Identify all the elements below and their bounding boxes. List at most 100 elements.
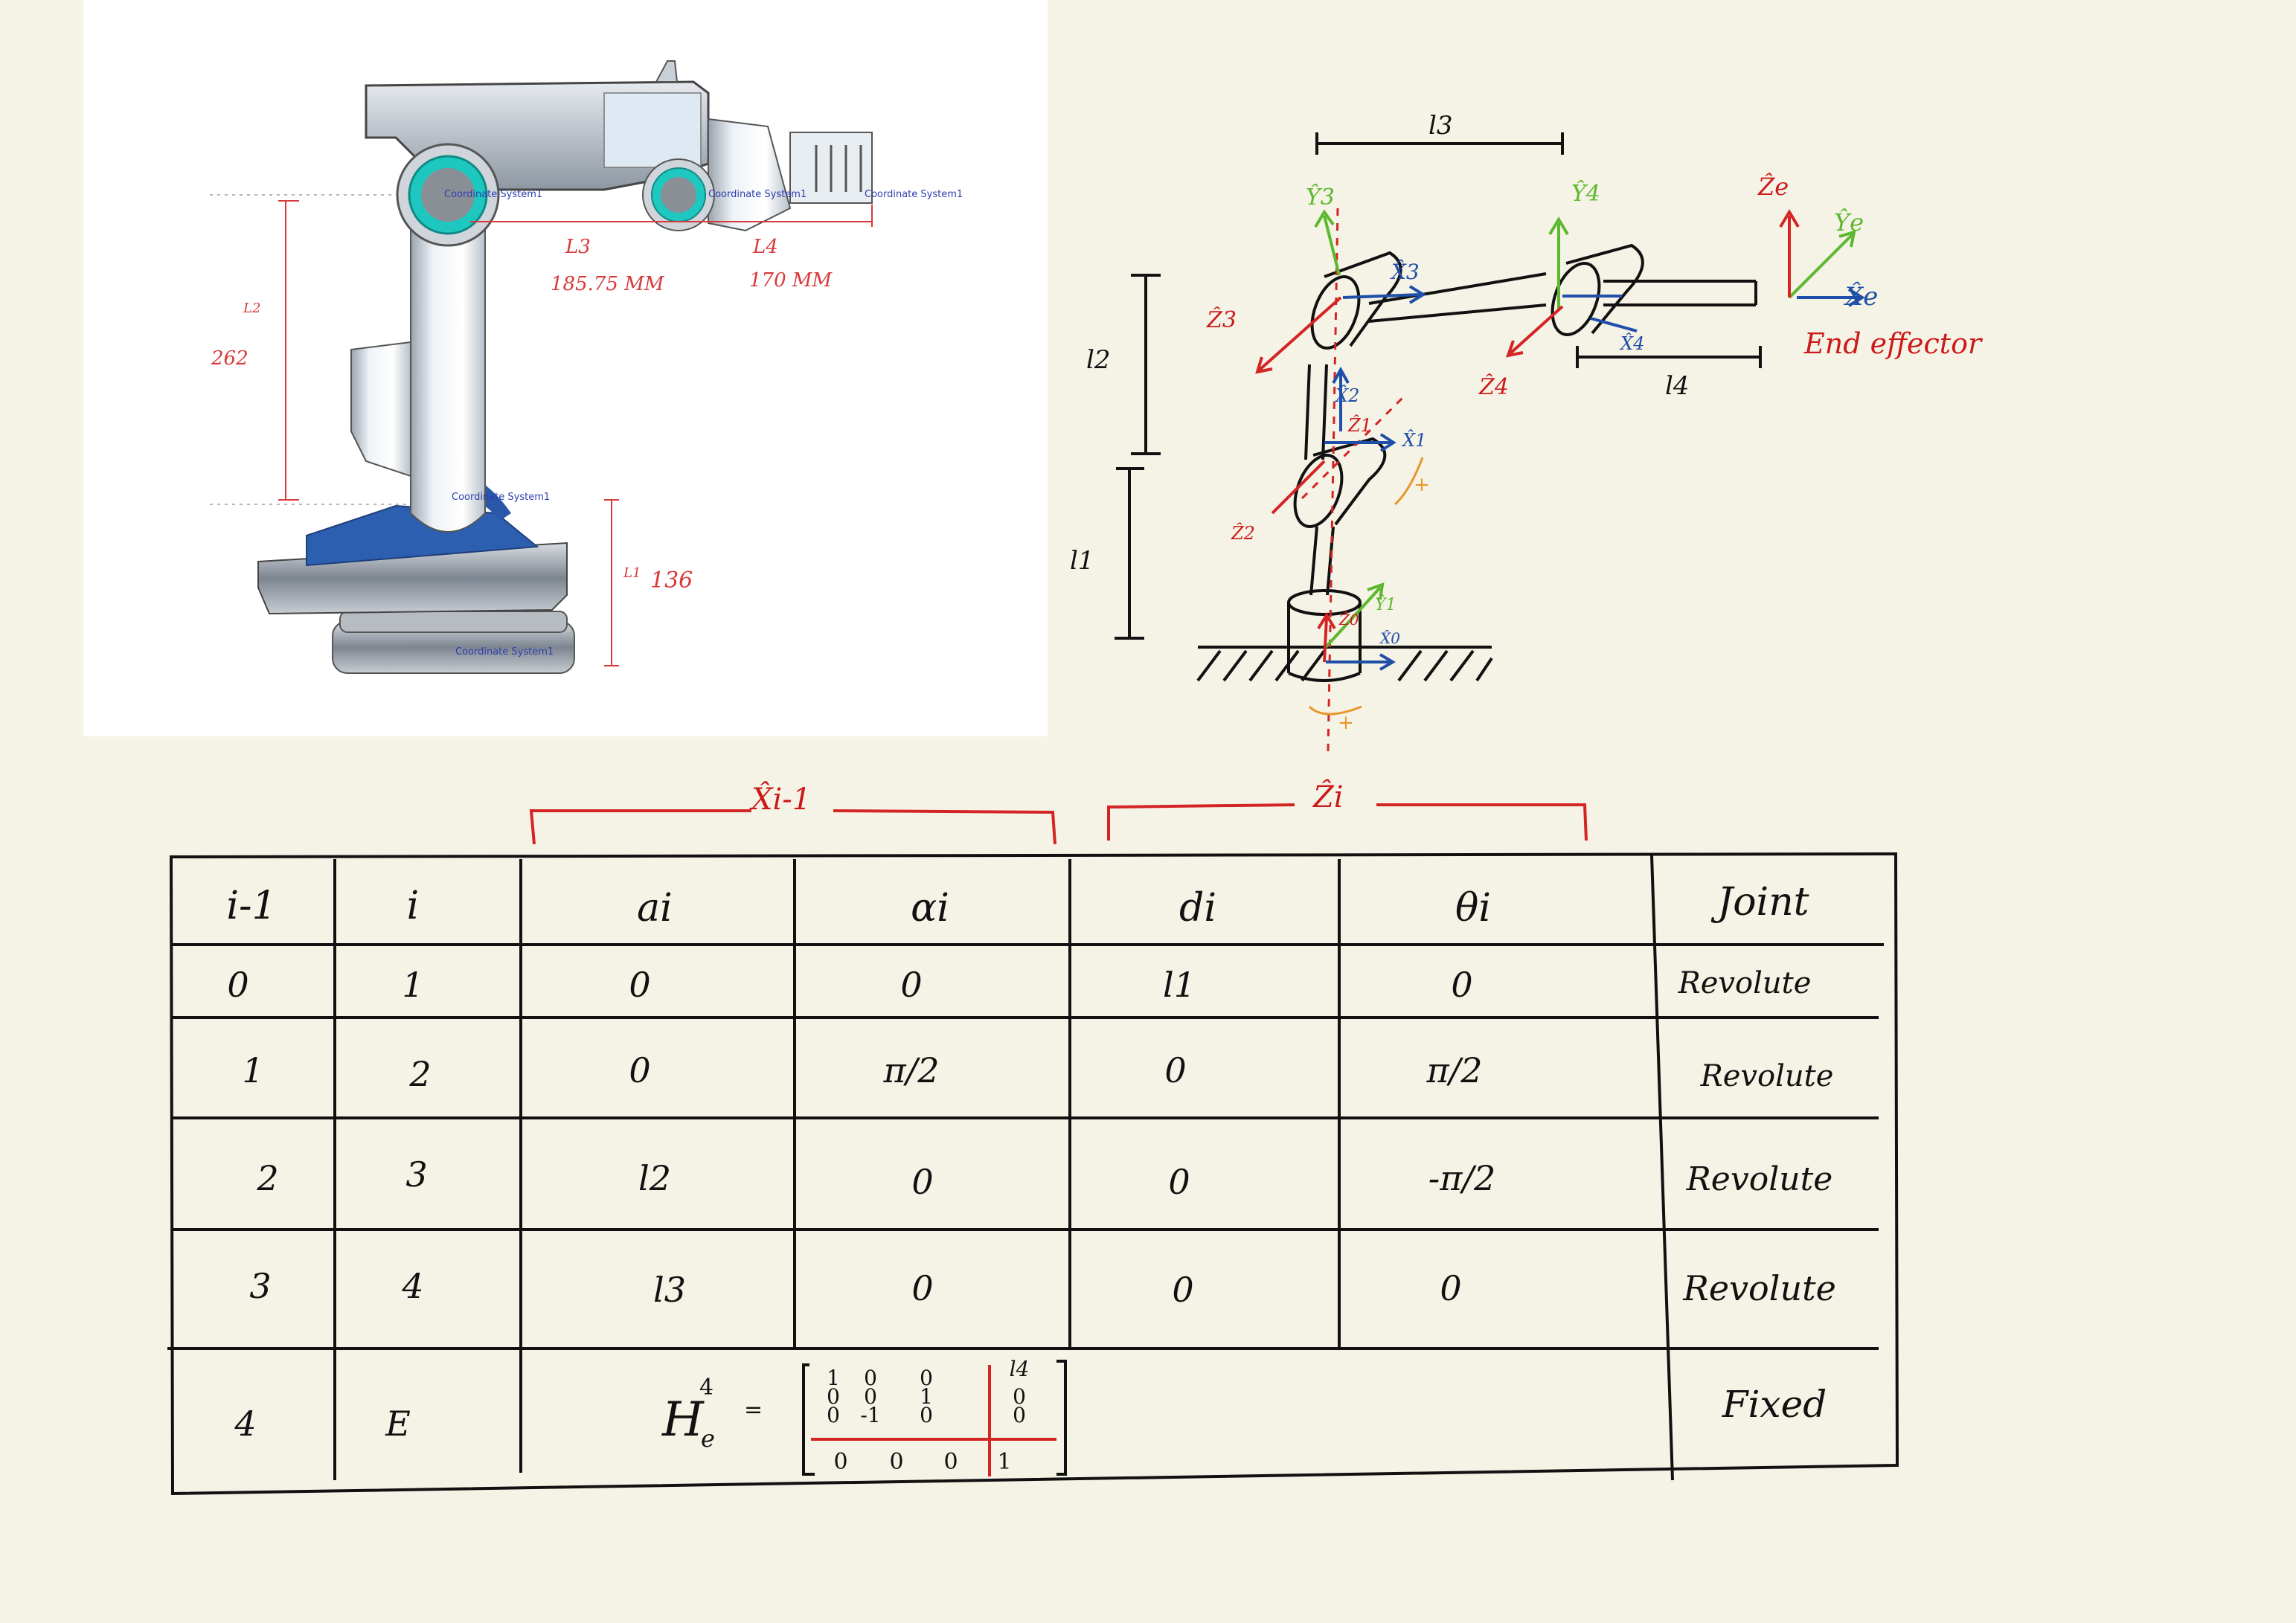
svg-text:0: 0 (911, 1162, 933, 1202)
cad-wrist-gripper (708, 118, 873, 232)
cad-coord-labels: Coordinate System1 Coordinate System1 Co… (444, 189, 963, 658)
joint-3 (1310, 251, 1402, 350)
svg-text:Revolute: Revolute (1682, 1268, 1836, 1308)
svg-text:0: 0 (1168, 1162, 1190, 1202)
frame-arrows (1255, 209, 1865, 716)
svg-text:H: H (661, 1392, 705, 1447)
header-a: ai (637, 886, 673, 931)
svg-text:0: 0 (1172, 1270, 1193, 1310)
svg-text:0: 0 (1164, 1050, 1186, 1090)
svg-text:2: 2 (408, 1054, 431, 1094)
svg-text:0: 0 (629, 965, 650, 1005)
svg-text:0: 0 (827, 1384, 840, 1409)
svg-text:-π/2: -π/2 (1428, 1158, 1496, 1198)
svg-text:Fixed: Fixed (1722, 1383, 1827, 1426)
svg-text:4: 4 (401, 1266, 423, 1306)
svg-text:0: 0 (833, 1449, 847, 1475)
coord-label-base: Coordinate System1 (452, 492, 550, 503)
frame-x4: X̂4 (1619, 333, 1644, 354)
svg-text:0: 0 (629, 1050, 650, 1090)
svg-text:0: 0 (1013, 1384, 1026, 1409)
svg-text:0: 0 (900, 965, 922, 1005)
svg-text:0: 0 (920, 1366, 933, 1390)
svg-text:l1: l1 (1163, 965, 1196, 1005)
header-alpha: αi (911, 886, 949, 931)
svg-text:0: 0 (1013, 1403, 1026, 1427)
matrix-rotation-entries: 1 0 0 0 0 1 0 -1 0 (827, 1366, 933, 1427)
cad-dimensions (278, 200, 873, 666)
svg-text:Revolute: Revolute (1686, 1160, 1833, 1198)
frame-y4: Ŷ4 (1571, 180, 1600, 207)
label-l4: l4 (1665, 371, 1690, 401)
joint-axis-dashed (1327, 208, 1339, 752)
table-row-last: 4 E Fixed (234, 1383, 1827, 1444)
frame-y1: Ŷ1 (1375, 594, 1396, 614)
svg-text:4: 4 (699, 1375, 714, 1401)
coord-label-elbow: Coordinate System1 (708, 189, 807, 200)
dim-l1-value: 136 (650, 568, 693, 594)
svg-text:0: 0 (1440, 1268, 1461, 1308)
dim-l2-label: L2 (243, 301, 260, 316)
svg-text:3: 3 (405, 1154, 427, 1195)
links (1304, 272, 1757, 596)
svg-text:E: E (385, 1404, 411, 1444)
svg-text:4: 4 (234, 1404, 256, 1444)
svg-text:l2: l2 (638, 1158, 671, 1198)
end-effector-label: End effector (1803, 327, 1984, 360)
svg-text:-1: -1 (860, 1403, 880, 1427)
cad-joint-elbow (642, 158, 715, 231)
svg-text:0: 0 (889, 1449, 903, 1475)
table-rows: 0 1 0 0 l1 0 Revolute 1 2 0 π/2 0 π/2 Re… (227, 965, 1835, 1444)
bracket-z-label: Ẑi (1312, 780, 1344, 814)
svg-text:2: 2 (256, 1158, 278, 1198)
svg-text:3: 3 (249, 1266, 271, 1306)
ground-hatch (1196, 646, 1493, 682)
svg-text:Revolute: Revolute (1678, 966, 1812, 1000)
dim-l4-value: 170 MM (749, 269, 833, 292)
coord-label-ground: Coordinate System1 (455, 646, 554, 658)
svg-text:0: 0 (864, 1384, 877, 1409)
joint-2 (1293, 437, 1387, 528)
cad-dimension-text: L3 185.75 MM L4 170 MM L2 262 L1 136 (211, 236, 833, 594)
frame-z2: Ẑ2 (1231, 522, 1255, 544)
cad-lower-arm (350, 193, 486, 533)
frame-z3: Ẑ3 (1206, 306, 1237, 333)
dim-l1-label: L1 (623, 565, 641, 581)
svg-text:1: 1 (827, 1366, 840, 1390)
svg-text:0: 0 (227, 965, 248, 1005)
frame-x1: X̂1 (1401, 430, 1426, 451)
header-i: i (407, 884, 420, 928)
header-joint: Joint (1710, 880, 1809, 925)
frame-x0: X̂0 (1379, 629, 1400, 647)
joint-4 (1551, 243, 1644, 336)
svg-text:1: 1 (402, 965, 423, 1005)
bracket-x-label: X̂i-1 (749, 782, 811, 817)
dh-parameter-table: i-1 i ai αi di θi Joint 0 1 0 0 l1 0 Rev… (167, 852, 1899, 1496)
cad-render-panel: Coordinate System1 Coordinate System1 Co… (83, 0, 1048, 736)
svg-text:Revolute: Revolute (1700, 1059, 1834, 1093)
transformation-matrix: H 4 e = 1 0 0 0 0 1 0 -1 0 l4 0 0 0 0 0 (661, 1357, 1067, 1476)
table-grid (167, 852, 1899, 1496)
frame-z0: Ẑ0 (1338, 611, 1359, 629)
cad-joint-shoulder (396, 143, 500, 247)
frame-x3: X̂3 (1390, 260, 1420, 284)
table-row: 3 4 l3 0 0 0 Revolute (249, 1266, 1835, 1310)
svg-text:π/2: π/2 (883, 1050, 940, 1090)
dim-l3-label: L3 (565, 236, 591, 258)
dimension-bars (1115, 132, 1762, 640)
rotation-plus-1: + (1414, 474, 1430, 496)
svg-text:0: 0 (827, 1403, 840, 1427)
svg-text:0: 0 (864, 1366, 877, 1390)
svg-text:0: 0 (920, 1403, 933, 1427)
dim-l4-label: L4 (752, 236, 778, 258)
frame-ye: Ŷe (1834, 208, 1864, 237)
label-l2: l2 (1086, 345, 1111, 375)
svg-text:=: = (744, 1397, 763, 1423)
table-header: i-1 i ai αi di θi Joint (226, 880, 1809, 931)
cad-base (257, 469, 575, 674)
kinematic-schematic: l3 l2 l1 l4 End effector Ŷ3 X̂3 Ẑ3 Ŷ4 X̂… (1070, 111, 1984, 752)
joint-axis-dashed-2 (1301, 393, 1408, 500)
svg-text:0: 0 (1451, 965, 1472, 1005)
frame-y3: Ŷ3 (1306, 184, 1335, 210)
svg-text:1: 1 (242, 1050, 263, 1090)
